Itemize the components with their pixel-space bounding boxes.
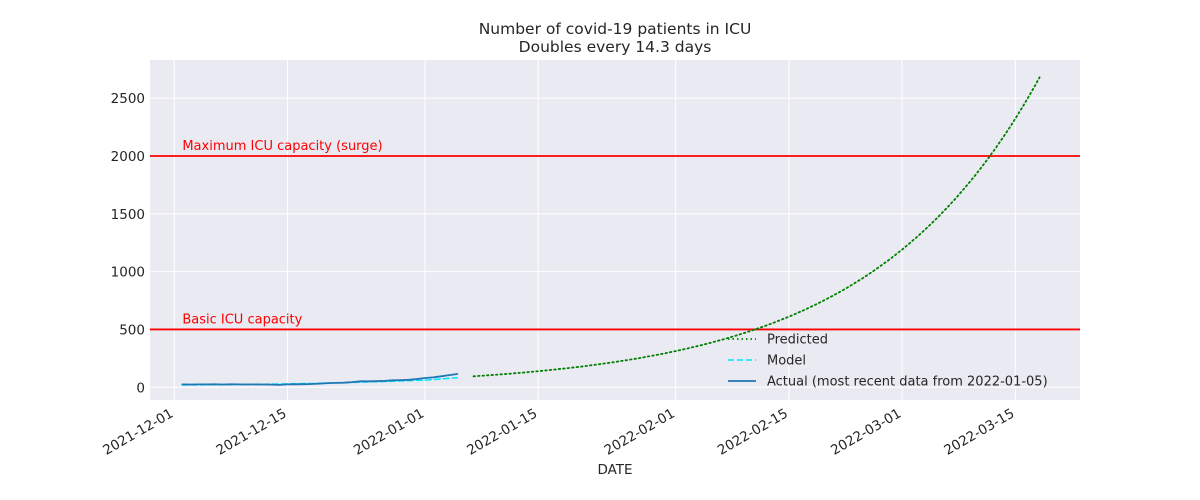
y-tick-label: 2000 xyxy=(111,149,145,165)
y-tick-label: 500 xyxy=(119,322,145,338)
x-tick-label: 2022-02-15 xyxy=(715,406,791,459)
series-solid-line xyxy=(181,373,459,386)
x-tick-label: 2022-01-01 xyxy=(351,406,427,459)
y-tick-label: 2500 xyxy=(111,91,145,107)
y-tick-label: 1000 xyxy=(111,265,145,281)
legend-label: Actual (most recent data from 2022-01-05… xyxy=(767,375,1048,390)
legend-label: Predicted xyxy=(767,333,828,348)
x-axis-label: DATE xyxy=(597,462,632,478)
y-tick-label: 1500 xyxy=(111,207,145,223)
legend: Predicted Model Actual (most recent data f… xyxy=(728,333,1048,390)
chart-subtitle: Doubles every 14.3 days xyxy=(519,38,712,56)
x-tick-labels: 2021-12-01 2021-12-15 2022-01-01 2022-01-15… xyxy=(100,406,1017,459)
chart-title: Number of covid-19 patients in ICU xyxy=(479,20,752,38)
capacity-annotation: Basic ICU capacity xyxy=(182,312,302,327)
y-tick-label: 0 xyxy=(136,380,145,396)
x-tick-label: 2022-01-15 xyxy=(464,406,540,459)
legend-label: Model xyxy=(767,354,806,369)
series-dotted-line xyxy=(472,76,1041,378)
capacity-lines: Basic ICU capacity Maximum ICU capacity (… xyxy=(150,139,1080,331)
x-tick-label: 2022-02-01 xyxy=(602,406,678,459)
series-layer xyxy=(181,76,1041,386)
x-tick-label: 2022-03-15 xyxy=(941,406,1017,459)
x-tick-label: 2022-03-01 xyxy=(828,406,904,459)
capacity-annotation: Maximum ICU capacity (surge) xyxy=(182,139,382,154)
x-tick-label: 2021-12-15 xyxy=(214,406,290,459)
y-tick-labels: 0 500 1000 1500 2000 2500 xyxy=(111,91,145,396)
plot-area xyxy=(150,60,1080,400)
x-tick-label: 2021-12-01 xyxy=(100,406,176,459)
